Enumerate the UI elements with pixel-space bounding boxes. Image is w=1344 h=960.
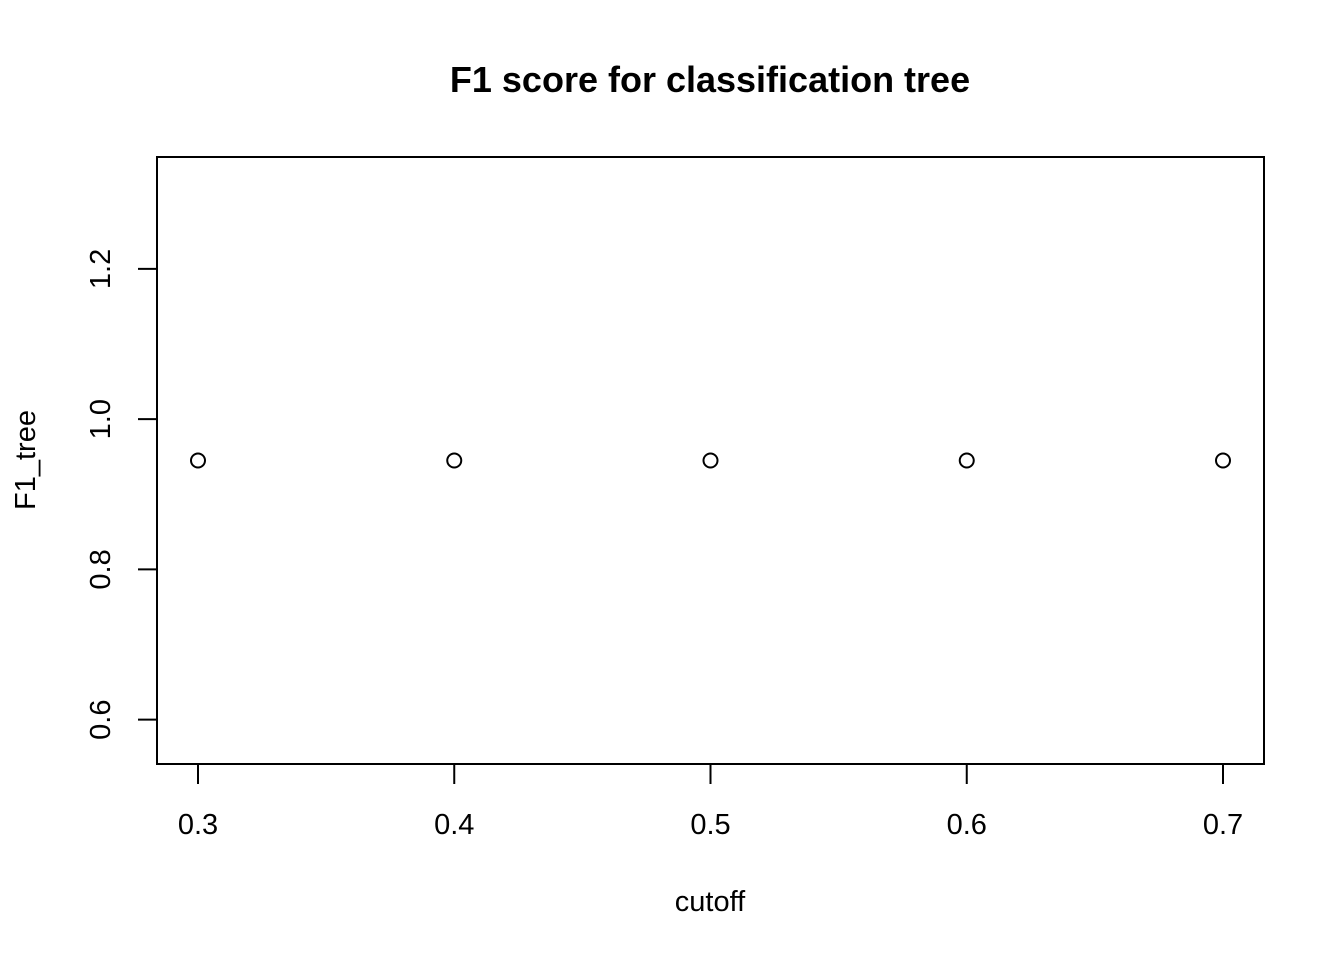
x-tick-label: 0.5 [690, 809, 730, 841]
y-tick-label: 0.6 [85, 700, 117, 740]
plot-frame [156, 156, 1265, 765]
data-point [958, 452, 975, 469]
x-tick-label: 0.4 [434, 809, 474, 841]
x-tick-label: 0.3 [178, 809, 218, 841]
data-points [190, 452, 1231, 469]
y-tick-label: 0.8 [85, 549, 117, 589]
x-axis-label: cutoff [675, 886, 746, 918]
y-axis: 0.6 0.8 1.0 1.2 [85, 249, 158, 740]
y-tick-label: 1.2 [85, 249, 117, 289]
x-tick-label: 0.7 [1203, 809, 1243, 841]
x-axis: 0.3 0.4 0.5 0.6 0.7 [178, 763, 1243, 841]
x-tick-label: 0.6 [947, 809, 987, 841]
chart-title: F1 score for classification tree [450, 59, 970, 100]
data-point [702, 452, 719, 469]
data-point [1215, 452, 1231, 469]
y-axis-label: F1_tree [10, 410, 42, 510]
y-tick-label: 1.0 [85, 399, 117, 439]
data-point [446, 452, 463, 469]
data-point [190, 452, 206, 469]
